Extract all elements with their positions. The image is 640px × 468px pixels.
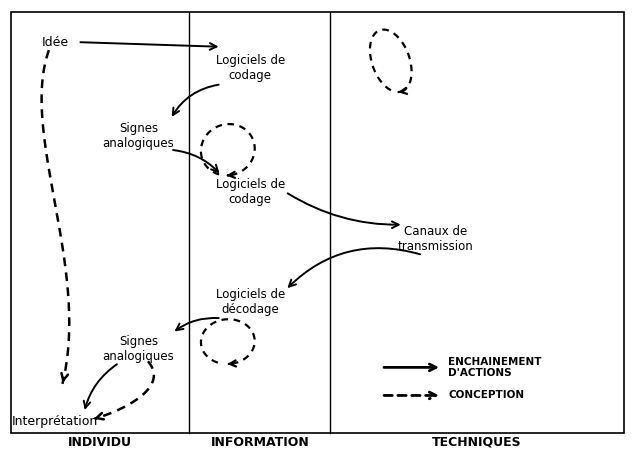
Text: ENCHAINEMENT
D'ACTIONS: ENCHAINEMENT D'ACTIONS bbox=[448, 357, 542, 378]
Text: Logiciels de
codage: Logiciels de codage bbox=[216, 178, 285, 206]
Text: Logiciels de
décodage: Logiciels de décodage bbox=[216, 288, 285, 316]
Polygon shape bbox=[10, 12, 624, 433]
Text: Signes
analogiques: Signes analogiques bbox=[102, 335, 174, 363]
Text: Signes
analogiques: Signes analogiques bbox=[102, 122, 174, 150]
Text: INFORMATION: INFORMATION bbox=[211, 436, 309, 449]
Text: INDIVIDU: INDIVIDU bbox=[68, 436, 132, 449]
Text: CONCEPTION: CONCEPTION bbox=[448, 390, 524, 401]
Text: TECHNIQUES: TECHNIQUES bbox=[432, 436, 522, 449]
Text: Idée: Idée bbox=[42, 36, 69, 49]
Text: Logiciels de
codage: Logiciels de codage bbox=[216, 54, 285, 82]
Text: Canaux de
transmission: Canaux de transmission bbox=[397, 225, 474, 253]
Text: Interprétation: Interprétation bbox=[12, 415, 99, 428]
